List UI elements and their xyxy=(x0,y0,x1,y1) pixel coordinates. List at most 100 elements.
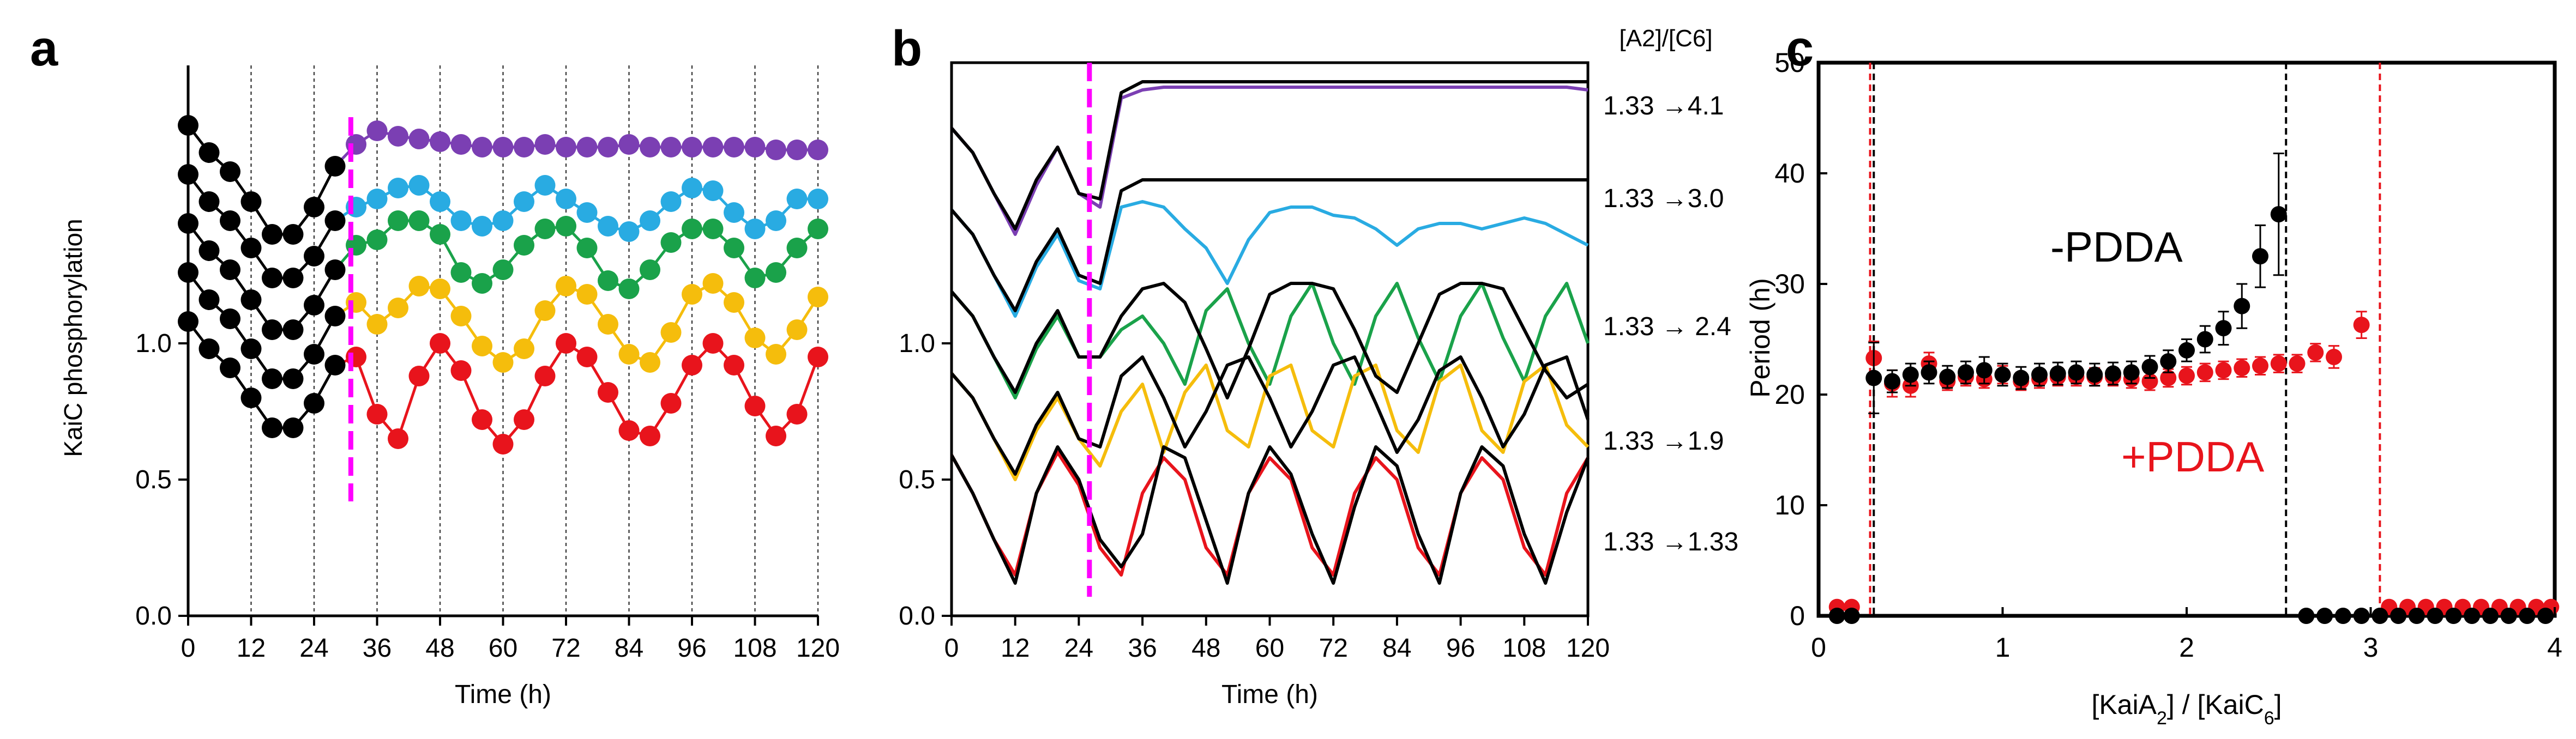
panel-a-y-tick-label: 1.0 xyxy=(135,329,172,358)
panel-c-y-tick-label: 0 xyxy=(1790,601,1805,631)
panel-b-letter: b xyxy=(892,21,922,76)
panel-a-data-point xyxy=(618,221,640,242)
panel-c-data-point xyxy=(1865,370,1882,386)
panel-a-data-point xyxy=(534,366,556,386)
panel-b-x-tick-label: 120 xyxy=(1566,634,1610,663)
panel-a-data-point xyxy=(660,322,682,343)
panel-a-data-point xyxy=(430,278,450,299)
panel-a-data-point xyxy=(472,336,492,356)
panel-b-x-tick-label: 84 xyxy=(1382,634,1411,663)
panel-b-x-tick-label: 60 xyxy=(1255,634,1284,663)
panel-a-data-point xyxy=(808,347,828,367)
panel-c-data-point xyxy=(2160,353,2177,370)
panel-a-data-point xyxy=(576,284,598,305)
panel-a-data-point xyxy=(324,210,346,231)
panel-a-data-point xyxy=(366,404,388,425)
panel-a-data-point xyxy=(660,232,682,253)
panel-c-data-point xyxy=(2013,370,2030,386)
panel-c-y-ticks: 0 10 20 30 40 50 xyxy=(1774,47,1827,631)
panel-a-y-ticks: 0.0 0.5 1.0 xyxy=(135,329,188,631)
panel-b-x-tick-label: 24 xyxy=(1064,634,1093,663)
panel-a-x-tick-label: 48 xyxy=(425,634,454,663)
panel-c-data-point xyxy=(2141,359,2158,375)
panel-a-data-point xyxy=(556,189,576,209)
panel-c-x-tick-label: 2 xyxy=(2179,632,2194,663)
panel-b-ratio-label: 1.33 → 2.4 xyxy=(1603,312,1731,341)
panel-c-letter: c xyxy=(1786,21,1814,76)
panel-b-y-tick-label: 0.0 xyxy=(899,602,935,631)
panel-a-data-point xyxy=(702,137,724,158)
panel-a-data-point xyxy=(640,210,660,231)
panel-a-data-point xyxy=(640,426,660,446)
panel-b-x-tick-label: 96 xyxy=(1446,634,1475,663)
panel-a-data-point xyxy=(324,306,346,326)
panel-a-data-point xyxy=(472,409,492,430)
panel-c-data-point xyxy=(2445,608,2462,624)
panel-a-data-point xyxy=(492,352,514,373)
panel-a-data-point xyxy=(682,219,702,239)
panel-b-line-black-5 xyxy=(950,445,1590,585)
panel-c-y-label: Period (h) xyxy=(1745,278,1775,398)
panel-a-data-point xyxy=(262,368,282,389)
panel-a-data-point xyxy=(660,137,682,158)
panel-a-data-point xyxy=(724,202,744,223)
panel-c-series xyxy=(1828,152,2560,624)
panel-a-data-point xyxy=(598,270,618,291)
panel-a-data-point xyxy=(240,289,262,310)
panel-a-x-tick-label: 72 xyxy=(551,634,580,663)
panel-a-data-point xyxy=(366,229,388,250)
panel-a-data-point xyxy=(808,140,828,160)
panel-c-data-point xyxy=(2086,366,2103,383)
panel-a-letter: a xyxy=(30,21,58,76)
panel-b-ratio-label: 1.33 →1.9 xyxy=(1603,427,1724,456)
panel-a-data-point xyxy=(724,292,744,313)
panel-a-data-point xyxy=(660,393,682,414)
panel-a-line-segment xyxy=(187,124,336,236)
panel-c-data-point xyxy=(2408,608,2425,624)
panel-b-line-black-3 xyxy=(950,282,1589,399)
panel-a-data-point xyxy=(220,161,240,182)
panel-a-data-point xyxy=(388,428,408,449)
panel-a-data-point xyxy=(744,137,766,158)
panel-a-data-point xyxy=(220,259,240,280)
panel-a-data-point xyxy=(388,298,408,318)
panel-a-data-point xyxy=(240,238,262,258)
panel-c-data-point xyxy=(2252,248,2268,265)
panel-a-data-point xyxy=(282,224,304,245)
panel-b-x-tick-label: 0 xyxy=(944,634,959,663)
panel-a-data-point xyxy=(640,352,660,373)
panel-c-data-point xyxy=(2049,365,2066,382)
panel-b-ratio-label: 1.33 →1.33 xyxy=(1603,528,1738,556)
panel-b-x-tick-label: 72 xyxy=(1319,634,1348,663)
panel-c-data-point xyxy=(1884,373,1900,390)
panel-a-data-point xyxy=(366,120,388,141)
panel-c-data-point xyxy=(1843,608,1860,624)
panel-a-data-point xyxy=(450,210,472,231)
panel-b-line-black-4 xyxy=(950,355,1590,476)
panel-c-y-tick-label: 40 xyxy=(1774,158,1805,189)
panel-a-data-point xyxy=(430,333,450,354)
panel-a-data-point xyxy=(598,382,618,403)
panel-a-data-point xyxy=(304,295,324,316)
panel-a-data-point xyxy=(388,178,408,198)
panel-a-data-point xyxy=(786,319,808,340)
panel-a-data-point xyxy=(556,276,576,296)
panel-a-data-point xyxy=(304,246,324,266)
panel-c-series-black xyxy=(1828,152,2554,624)
panel-a-series-blue xyxy=(178,164,828,288)
panel-c-data-point xyxy=(2160,370,2177,386)
panel-c-x-tick-label: 4 xyxy=(2547,632,2562,663)
panel-b-x-label: Time (h) xyxy=(1221,680,1318,709)
panel-c-x-ticks: 0 1 2 3 4 xyxy=(1811,607,2562,663)
panel-b-ratio-label: 1.33 →3.0 xyxy=(1603,184,1724,213)
panel-a-data-point xyxy=(618,344,640,365)
panel-c-x-tick-label: 0 xyxy=(1811,632,1826,663)
panel-a-y-label: KaiC phosphorylation xyxy=(59,219,87,457)
panel-c-data-point xyxy=(2270,206,2287,223)
panel-c-x-label: [KaiA2] / [KaiC6] xyxy=(2091,689,2282,729)
panel-a-data-point xyxy=(262,319,282,340)
panel-c-data-point xyxy=(1939,368,1956,385)
panel-c-data-point xyxy=(2215,362,2232,379)
panel-a-data-point xyxy=(304,197,324,217)
panel-a-data-point xyxy=(702,219,724,239)
